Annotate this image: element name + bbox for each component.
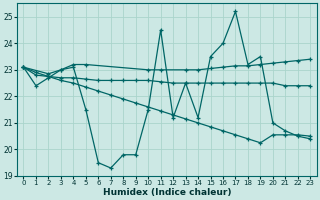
X-axis label: Humidex (Indice chaleur): Humidex (Indice chaleur) (103, 188, 231, 197)
